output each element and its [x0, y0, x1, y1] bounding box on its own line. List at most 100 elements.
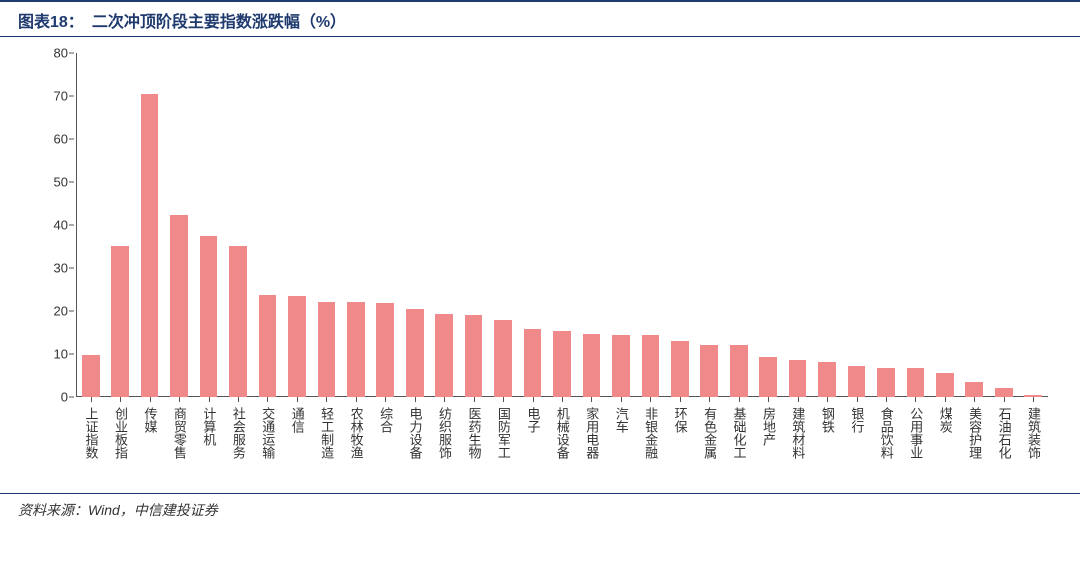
- bar-slot: [371, 53, 400, 397]
- bar: [170, 215, 188, 397]
- x-label-slot: 上证指数: [76, 401, 105, 493]
- bar: [82, 355, 100, 397]
- x-label-slot: 电力设备: [400, 401, 429, 493]
- bar: [907, 368, 925, 397]
- bar-slot: [76, 53, 105, 397]
- bar: [141, 94, 159, 397]
- x-label: 交通运输: [261, 407, 275, 459]
- x-label-slot: 社会服务: [223, 401, 252, 493]
- x-label: 煤炭: [938, 407, 952, 433]
- x-label-slot: 电子: [518, 401, 547, 493]
- x-label: 汽车: [614, 407, 628, 433]
- source-text: 资料来源：Wind，中信建投证券: [18, 502, 218, 518]
- x-label: 美容护理: [968, 407, 982, 459]
- x-label: 钢铁: [820, 407, 834, 433]
- x-label-slot: 农林牧渔: [341, 401, 370, 493]
- bar-slot: [341, 53, 370, 397]
- y-tick-label: 40: [54, 218, 68, 233]
- bar-slot: [282, 53, 311, 397]
- figure-label: 图表18：: [18, 8, 84, 32]
- bar: [759, 357, 777, 397]
- x-label-slot: 医药生物: [459, 401, 488, 493]
- bar: [465, 315, 483, 397]
- figure-frame: 图表18： 二次冲顶阶段主要指数涨跌幅（%） 01020304050607080…: [0, 0, 1080, 582]
- y-tick-label: 50: [54, 175, 68, 190]
- bar-slot: [812, 53, 841, 397]
- x-label: 建筑材料: [791, 407, 805, 459]
- x-label: 农林牧渔: [349, 407, 363, 459]
- x-label: 房地产: [761, 407, 775, 446]
- x-label-slot: 汽车: [606, 401, 635, 493]
- x-label: 家用电器: [585, 407, 599, 459]
- bar: [671, 341, 689, 397]
- x-label-slot: 国防军工: [488, 401, 517, 493]
- y-tick-label: 80: [54, 46, 68, 61]
- y-tick-mark: [69, 225, 74, 226]
- bar-slot: [429, 53, 458, 397]
- bar: [848, 366, 866, 397]
- bar-slot: [400, 53, 429, 397]
- x-label: 创业板指: [113, 407, 127, 459]
- x-label-slot: 有色金属: [695, 401, 724, 493]
- bar: [435, 314, 453, 397]
- x-label-slot: 交通运输: [253, 401, 282, 493]
- bar: [877, 368, 895, 397]
- bar-slot: [459, 53, 488, 397]
- x-label-slot: 综合: [371, 401, 400, 493]
- bar-slot: [194, 53, 223, 397]
- x-label-slot: 基础化工: [724, 401, 753, 493]
- x-label: 有色金属: [702, 407, 716, 459]
- bar: [553, 331, 571, 397]
- bar-slot: [488, 53, 517, 397]
- x-label: 通信: [290, 407, 304, 433]
- bar-slot: [547, 53, 576, 397]
- x-label-slot: 银行: [842, 401, 871, 493]
- y-tick-mark: [69, 354, 74, 355]
- y-tick-label: 70: [54, 89, 68, 104]
- bar-slot: [724, 53, 753, 397]
- x-label: 综合: [378, 407, 392, 433]
- bar-slot: [253, 53, 282, 397]
- x-label: 国防军工: [496, 407, 510, 459]
- bar: [494, 320, 512, 397]
- bar: [730, 345, 748, 397]
- bar: [200, 236, 218, 397]
- bar: [347, 302, 365, 397]
- x-label-slot: 计算机: [194, 401, 223, 493]
- x-label-slot: 石油石化: [989, 401, 1018, 493]
- x-label-slot: 通信: [282, 401, 311, 493]
- x-label: 社会服务: [231, 407, 245, 459]
- bar-slot: [901, 53, 930, 397]
- figure-title: 二次冲顶阶段主要指数涨跌幅（%）: [92, 8, 346, 32]
- x-label-slot: 机械设备: [547, 401, 576, 493]
- x-label: 食品饮料: [879, 407, 893, 459]
- x-label: 计算机: [202, 407, 216, 446]
- bar-slot: [783, 53, 812, 397]
- bar: [259, 295, 277, 397]
- x-label-slot: 商贸零售: [164, 401, 193, 493]
- x-label-slot: 非银金融: [636, 401, 665, 493]
- bar: [583, 334, 601, 397]
- bar-slot: [577, 53, 606, 397]
- x-label: 建筑装饰: [1026, 407, 1040, 459]
- bar-slot: [518, 53, 547, 397]
- x-label: 电力设备: [408, 407, 422, 459]
- bar: [789, 360, 807, 397]
- x-label: 公用事业: [909, 407, 923, 459]
- figure-header: 图表18： 二次冲顶阶段主要指数涨跌幅（%）: [0, 0, 1080, 37]
- bar-slot: [695, 53, 724, 397]
- x-label: 传媒: [143, 407, 157, 433]
- bar: [642, 335, 660, 397]
- bar: [229, 246, 247, 397]
- bar-slot: [665, 53, 694, 397]
- bar-slot: [871, 53, 900, 397]
- x-label-slot: 建筑装饰: [1019, 401, 1048, 493]
- bar: [524, 329, 542, 397]
- x-label: 轻工制造: [320, 407, 334, 459]
- bar-slot: [636, 53, 665, 397]
- y-tick-mark: [69, 53, 74, 54]
- bar: [612, 335, 630, 397]
- y-tick-mark: [69, 139, 74, 140]
- x-label: 电子: [526, 407, 540, 433]
- x-label: 银行: [850, 407, 864, 433]
